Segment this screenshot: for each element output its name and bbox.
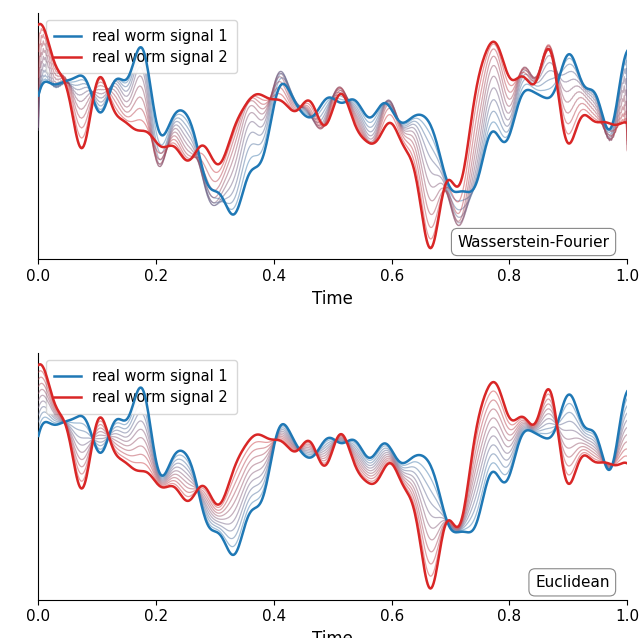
real worm signal 2 (187, 155, 195, 163)
real worm signal 1 (187, 460, 195, 468)
real worm signal 1 (303, 453, 310, 461)
real worm signal 1 (35, 92, 42, 100)
real worm signal 1 (623, 388, 631, 396)
real worm signal 2 (427, 244, 435, 252)
real worm signal 2 (427, 584, 435, 592)
real worm signal 1 (623, 47, 631, 55)
real worm signal 2 (140, 127, 147, 135)
real worm signal 2 (36, 360, 44, 368)
real worm signal 2 (383, 461, 390, 469)
Legend: real worm signal 1, real worm signal 2: real worm signal 1, real worm signal 2 (45, 360, 237, 413)
Legend: real worm signal 1, real worm signal 2: real worm signal 1, real worm signal 2 (45, 20, 237, 73)
real worm signal 1 (429, 129, 437, 137)
real worm signal 1 (480, 151, 488, 159)
X-axis label: Time: Time (312, 630, 353, 638)
real worm signal 2 (35, 21, 42, 29)
real worm signal 1 (229, 211, 237, 218)
Line: real worm signal 1: real worm signal 1 (38, 47, 627, 214)
Text: Euclidean: Euclidean (535, 575, 609, 590)
real worm signal 1 (229, 551, 237, 559)
real worm signal 1 (187, 119, 195, 127)
real worm signal 1 (383, 441, 391, 449)
real worm signal 2 (623, 459, 631, 467)
Line: real worm signal 2: real worm signal 2 (38, 364, 627, 588)
Line: real worm signal 1: real worm signal 1 (38, 387, 627, 555)
real worm signal 2 (429, 239, 437, 247)
real worm signal 1 (383, 100, 391, 108)
real worm signal 2 (35, 361, 42, 369)
real worm signal 1 (140, 387, 147, 395)
real worm signal 2 (140, 468, 147, 475)
real worm signal 1 (480, 492, 488, 500)
real worm signal 2 (187, 496, 195, 503)
Line: real worm signal 2: real worm signal 2 (38, 24, 627, 248)
real worm signal 2 (480, 395, 488, 403)
X-axis label: Time: Time (312, 290, 353, 308)
real worm signal 1 (137, 383, 145, 391)
real worm signal 2 (302, 438, 310, 445)
real worm signal 2 (429, 579, 437, 587)
real worm signal 1 (140, 47, 147, 55)
real worm signal 2 (480, 55, 488, 63)
real worm signal 2 (302, 98, 310, 105)
real worm signal 2 (383, 121, 390, 129)
real worm signal 2 (623, 119, 631, 127)
Text: Wasserstein-Fourier: Wasserstein-Fourier (458, 235, 609, 249)
real worm signal 1 (35, 432, 42, 440)
real worm signal 1 (137, 43, 145, 51)
real worm signal 1 (303, 113, 310, 121)
real worm signal 2 (36, 20, 44, 28)
real worm signal 1 (429, 469, 437, 477)
